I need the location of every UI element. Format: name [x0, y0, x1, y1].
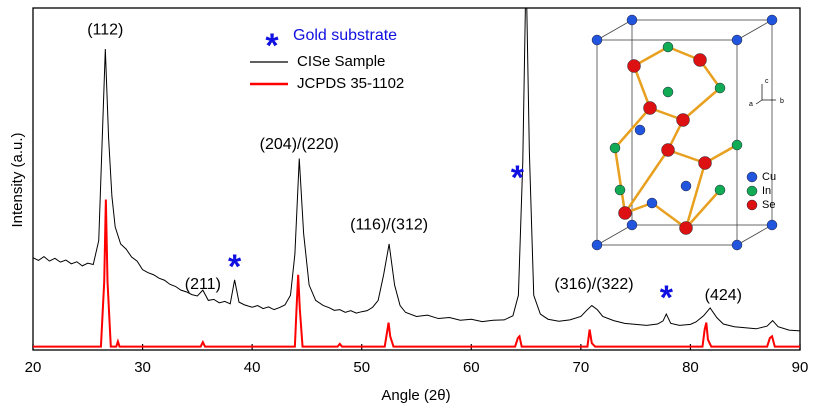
x-tick-label: 50: [353, 359, 370, 376]
peak-label: (116)/(312): [350, 216, 428, 233]
legend-label: JCPDS 35-1102: [297, 75, 404, 92]
plot-frame: [32, 7, 801, 351]
inset-axis-label: a: [749, 101, 753, 108]
inset-legend-label: In: [762, 185, 771, 197]
legend-label: CISe Sample: [297, 53, 385, 70]
inset-axis-label: b: [780, 98, 784, 105]
series-line: [33, 199, 800, 348]
crystal-inset: c a b Cu In Se: [591, 14, 784, 251]
peak-label: (112): [87, 21, 123, 38]
inset-legend-dot: [746, 199, 758, 211]
peak-label: (424): [705, 287, 742, 304]
substrate-marker: *: [228, 248, 242, 286]
x-tick-label: 60: [463, 359, 480, 376]
x-tick-label: 20: [25, 359, 42, 376]
substrate-marker: *: [660, 279, 674, 317]
x-tick-label: 80: [682, 359, 699, 376]
inset-axis-label: c: [765, 78, 769, 85]
series-line: [33, 8, 800, 332]
peak-label: (316)/(322): [554, 276, 633, 293]
x-tick-label: 30: [134, 359, 151, 376]
peak-label: (211): [185, 276, 221, 293]
substrate-marker: *: [511, 159, 525, 197]
x-axis-label: Angle (2θ): [381, 387, 450, 404]
inset-legend-label: Cu: [762, 171, 776, 183]
legend-label: Gold substrate: [293, 27, 397, 44]
x-tick-label: 70: [573, 359, 590, 376]
peak-label: (204)/(220): [260, 136, 339, 153]
x-tick-label: 90: [792, 359, 809, 376]
legend-symbol: *: [265, 27, 279, 65]
inset-legend-dot: [746, 171, 758, 183]
inset-legend-label: Se: [762, 199, 775, 211]
x-tick-label: 40: [244, 359, 261, 376]
inset-legend-dot: [746, 185, 758, 197]
y-axis-label: Intensity (a.u.): [9, 132, 26, 227]
